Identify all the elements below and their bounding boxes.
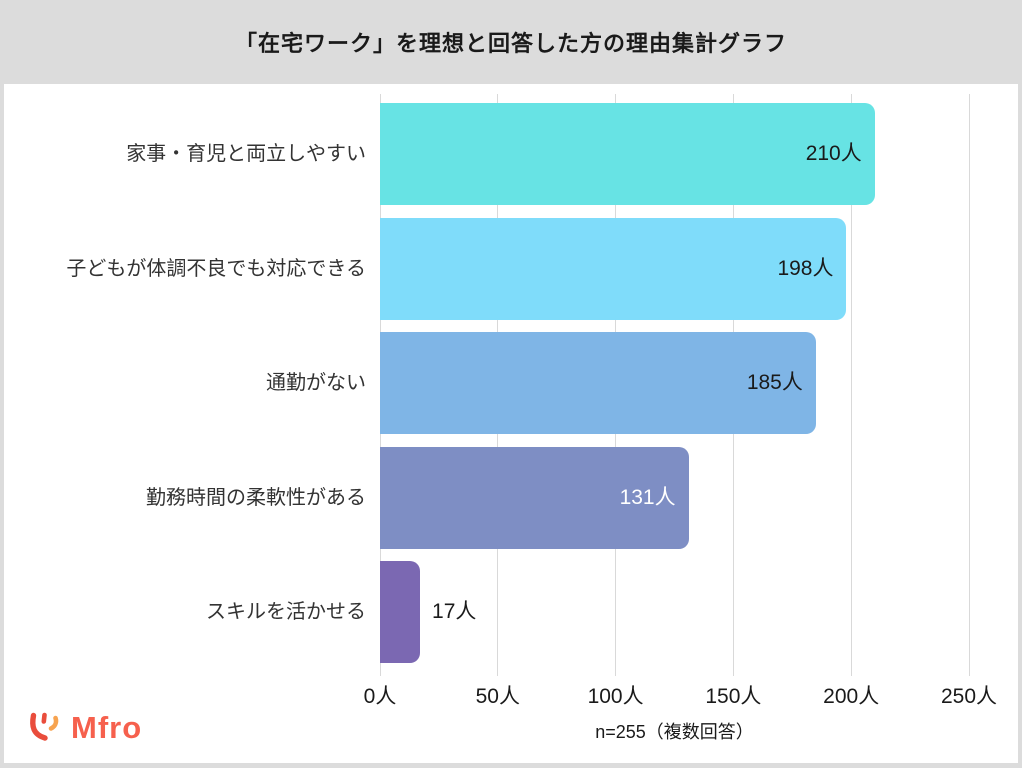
mfro-hand-icon <box>30 712 59 741</box>
bar <box>380 561 421 663</box>
bar: 131人 <box>380 446 689 549</box>
category-label: 通勤がない <box>266 372 366 394</box>
category-label: スキルを活かせる <box>206 601 366 623</box>
bar-value-label: 185人 <box>746 371 803 394</box>
x-tick-label: 200人 <box>823 685 880 708</box>
gridline-250 <box>968 94 970 676</box>
logo: Mfro <box>26 710 142 746</box>
bar-row: 家事・育児と両立しやすい 210人 <box>4 103 1018 205</box>
bar-value-label: 210人 <box>805 142 862 165</box>
x-tick-label: 150人 <box>705 685 762 708</box>
category-label: 子どもが体調不良でも対応できる <box>66 257 366 280</box>
bar-value-label: 17人 <box>432 600 477 623</box>
x-tick-label: 50人 <box>475 685 520 708</box>
bar-row: 子どもが体調不良でも対応できる 198人 <box>4 217 1018 320</box>
bar-value-label: 198人 <box>777 256 834 280</box>
x-tick-label: 0人 <box>363 685 397 708</box>
bar-row: スキルを活かせる 17人 <box>4 561 1018 663</box>
hand-stroke-middle <box>41 712 47 724</box>
sample-size-note: n=255（複数回答） <box>595 722 754 742</box>
category-label: 勤務時間の柔軟性がある <box>146 486 366 509</box>
bar-row: 通勤がない 185人 <box>4 332 1018 434</box>
chart-card: 家事・育児と両立しやすい 210人子どもが体調不良でも対応できる 198人通勤がない… <box>4 84 1018 763</box>
category-label: 家事・育児と両立しやすい <box>126 143 366 165</box>
chart-title: 「在宅ワーク」を理想と回答した方の理由集計グラフ <box>234 31 787 56</box>
bar: 198人 <box>380 217 847 320</box>
x-tick-label: 100人 <box>587 685 644 708</box>
gridline-200 <box>850 94 852 676</box>
bar: 185人 <box>380 332 816 434</box>
mfro-logo-text: Mfro <box>71 710 143 745</box>
hand-stroke-left <box>30 712 48 741</box>
hand-stroke-right <box>48 715 59 731</box>
bar-row: 勤務時間の柔軟性がある 131人 <box>4 446 1018 549</box>
x-tick-label: 250人 <box>940 685 998 708</box>
bar: 210人 <box>380 103 875 205</box>
bar-value-label: 131人 <box>619 485 676 509</box>
chart-header: 「在宅ワーク」を理想と回答した方の理由集計グラフ <box>0 0 1022 84</box>
